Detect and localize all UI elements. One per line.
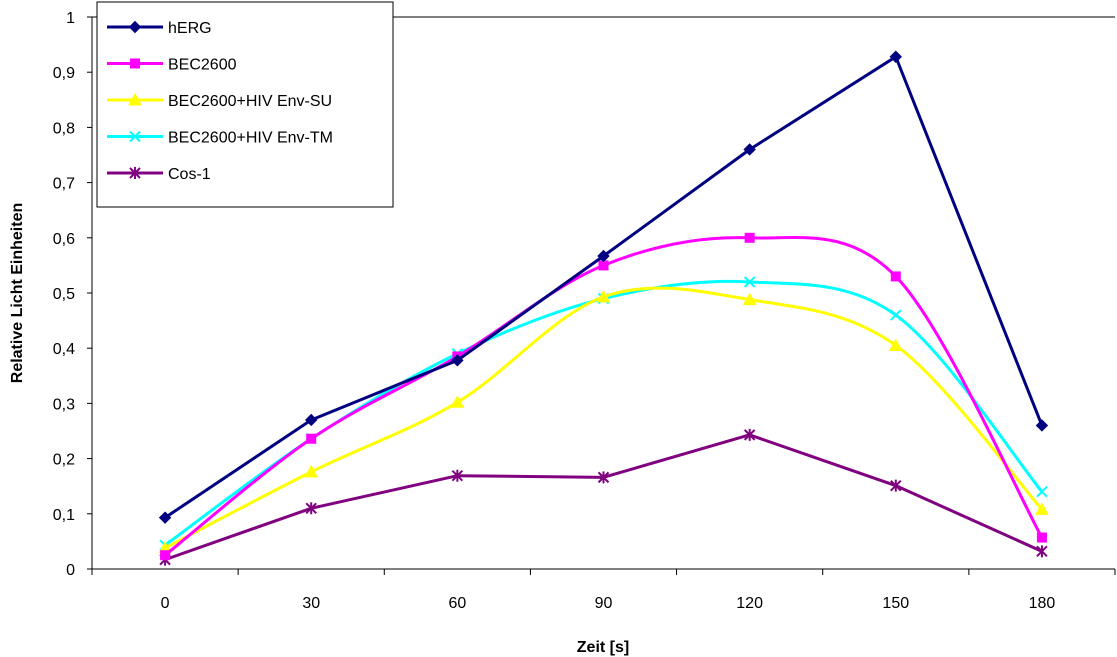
data-point bbox=[598, 260, 609, 271]
y-tick-label: 0,9 bbox=[53, 65, 75, 82]
data-point bbox=[743, 276, 756, 288]
legend-label: BEC2600+HIV Env-SU bbox=[168, 93, 332, 110]
legend-item: BEC2600+HIV Env-TM bbox=[107, 130, 333, 147]
x-axis-title: Zeit [s] bbox=[577, 639, 629, 656]
data-point bbox=[597, 249, 610, 263]
x-tick-label: 60 bbox=[448, 595, 466, 612]
y-tick-label: 1 bbox=[66, 10, 75, 27]
legend: hERG BEC2600 BEC2600+HIV Env-SU BEC2600+HIV… bbox=[96, 1, 394, 208]
data-point bbox=[305, 502, 317, 515]
data-point bbox=[743, 428, 756, 441]
legend-item: Cos-1 bbox=[107, 166, 211, 183]
data-point bbox=[597, 471, 610, 484]
data-point bbox=[596, 289, 611, 303]
data-point bbox=[744, 232, 755, 243]
data-point bbox=[742, 292, 757, 306]
data-point bbox=[743, 143, 756, 156]
y-tick-label: 0,3 bbox=[53, 396, 75, 413]
data-point bbox=[889, 50, 902, 63]
legend-marker bbox=[128, 92, 142, 106]
legend-label: BEC2600+HIV Env-TM bbox=[168, 130, 333, 147]
legend-marker bbox=[129, 167, 141, 179]
series-bec2600 bbox=[160, 232, 1047, 561]
legend-label: BEC2600 bbox=[168, 57, 237, 74]
series-line bbox=[164, 236, 1044, 557]
y-tick-label: 0,8 bbox=[53, 120, 75, 137]
legend-marker bbox=[128, 20, 142, 34]
legend-label: hERG bbox=[168, 20, 212, 37]
series-bec2600-hiv-env-tm bbox=[159, 276, 1048, 551]
data-point bbox=[160, 550, 171, 561]
y-tick-label: 0,4 bbox=[53, 341, 75, 358]
data-point bbox=[158, 511, 172, 524]
data-point bbox=[304, 464, 319, 478]
y-tick-label: 0 bbox=[66, 562, 75, 579]
data-point bbox=[451, 469, 464, 482]
y-tick-label: 0,7 bbox=[53, 176, 75, 193]
data-point bbox=[306, 433, 317, 444]
x-tick-label: 0 bbox=[161, 595, 170, 612]
data-point bbox=[890, 479, 902, 492]
data-point bbox=[890, 271, 901, 282]
x-tick-label: 90 bbox=[595, 595, 613, 612]
data-point bbox=[1035, 419, 1049, 432]
series-layer bbox=[158, 50, 1049, 566]
y-axis-title: Relative Licht Einheiten bbox=[9, 203, 26, 383]
data-point bbox=[1036, 486, 1048, 498]
y-tick-label: 0,1 bbox=[53, 507, 75, 524]
data-point bbox=[450, 395, 465, 408]
data-point bbox=[1036, 545, 1048, 558]
data-point bbox=[305, 413, 318, 427]
y-tick-label: 0,6 bbox=[53, 231, 75, 248]
data-point bbox=[451, 354, 464, 367]
legend-item: BEC2600+HIV Env-SU bbox=[107, 92, 332, 110]
x-tick-label: 150 bbox=[882, 595, 909, 612]
data-point bbox=[1035, 502, 1049, 515]
series-herg bbox=[158, 50, 1049, 524]
legend-item: BEC2600 bbox=[107, 57, 237, 74]
legend-item: hERG bbox=[107, 20, 212, 37]
y-tick-label: 0,5 bbox=[53, 286, 75, 303]
x-axis-ticks: 0 30 60 90 120 150 180 bbox=[91, 569, 1116, 612]
x-tick-label: 30 bbox=[302, 595, 320, 612]
x-tick-label: 180 bbox=[1029, 595, 1056, 612]
y-axis-ticks: 0 0,1 0,2 0,3 0,4 0,5 0,6 0,7 0,8 0,9 1 bbox=[53, 10, 92, 579]
data-point bbox=[890, 309, 902, 321]
series-line bbox=[164, 433, 1043, 562]
series-line bbox=[164, 279, 1044, 547]
x-tick-label: 120 bbox=[736, 595, 763, 612]
data-point bbox=[1036, 532, 1047, 543]
legend-marker bbox=[130, 58, 140, 69]
data-point bbox=[888, 338, 903, 351]
legend-marker bbox=[129, 130, 141, 143]
legend-label: Cos-1 bbox=[168, 166, 211, 183]
y-tick-label: 0,2 bbox=[53, 452, 75, 469]
series-bec2600-hiv-env-su bbox=[158, 286, 1049, 554]
